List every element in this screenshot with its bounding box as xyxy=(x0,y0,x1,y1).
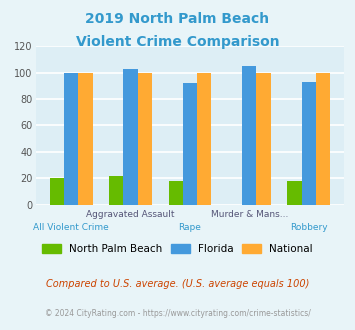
Bar xyxy=(169,181,183,205)
Bar xyxy=(64,73,78,205)
Text: Rape: Rape xyxy=(179,223,201,232)
Text: Murder & Mans...: Murder & Mans... xyxy=(211,210,288,218)
Text: Aggravated Assault: Aggravated Assault xyxy=(86,210,175,218)
Text: Compared to U.S. average. (U.S. average equals 100): Compared to U.S. average. (U.S. average … xyxy=(46,279,309,289)
Text: Robbery: Robbery xyxy=(290,223,328,232)
Text: All Violent Crime: All Violent Crime xyxy=(33,223,109,232)
Bar xyxy=(109,176,124,205)
Bar xyxy=(287,181,302,205)
Bar xyxy=(124,69,138,205)
Bar xyxy=(50,178,64,205)
Bar xyxy=(138,73,152,205)
Text: Violent Crime Comparison: Violent Crime Comparison xyxy=(76,35,279,49)
Bar xyxy=(78,73,93,205)
Bar xyxy=(256,73,271,205)
Bar xyxy=(302,82,316,205)
Bar xyxy=(242,66,256,205)
Text: 2019 North Palm Beach: 2019 North Palm Beach xyxy=(86,12,269,25)
Bar xyxy=(197,73,211,205)
Bar xyxy=(316,73,330,205)
Text: © 2024 CityRating.com - https://www.cityrating.com/crime-statistics/: © 2024 CityRating.com - https://www.city… xyxy=(45,309,310,317)
Bar xyxy=(183,83,197,205)
Legend: North Palm Beach, Florida, National: North Palm Beach, Florida, National xyxy=(38,240,317,258)
